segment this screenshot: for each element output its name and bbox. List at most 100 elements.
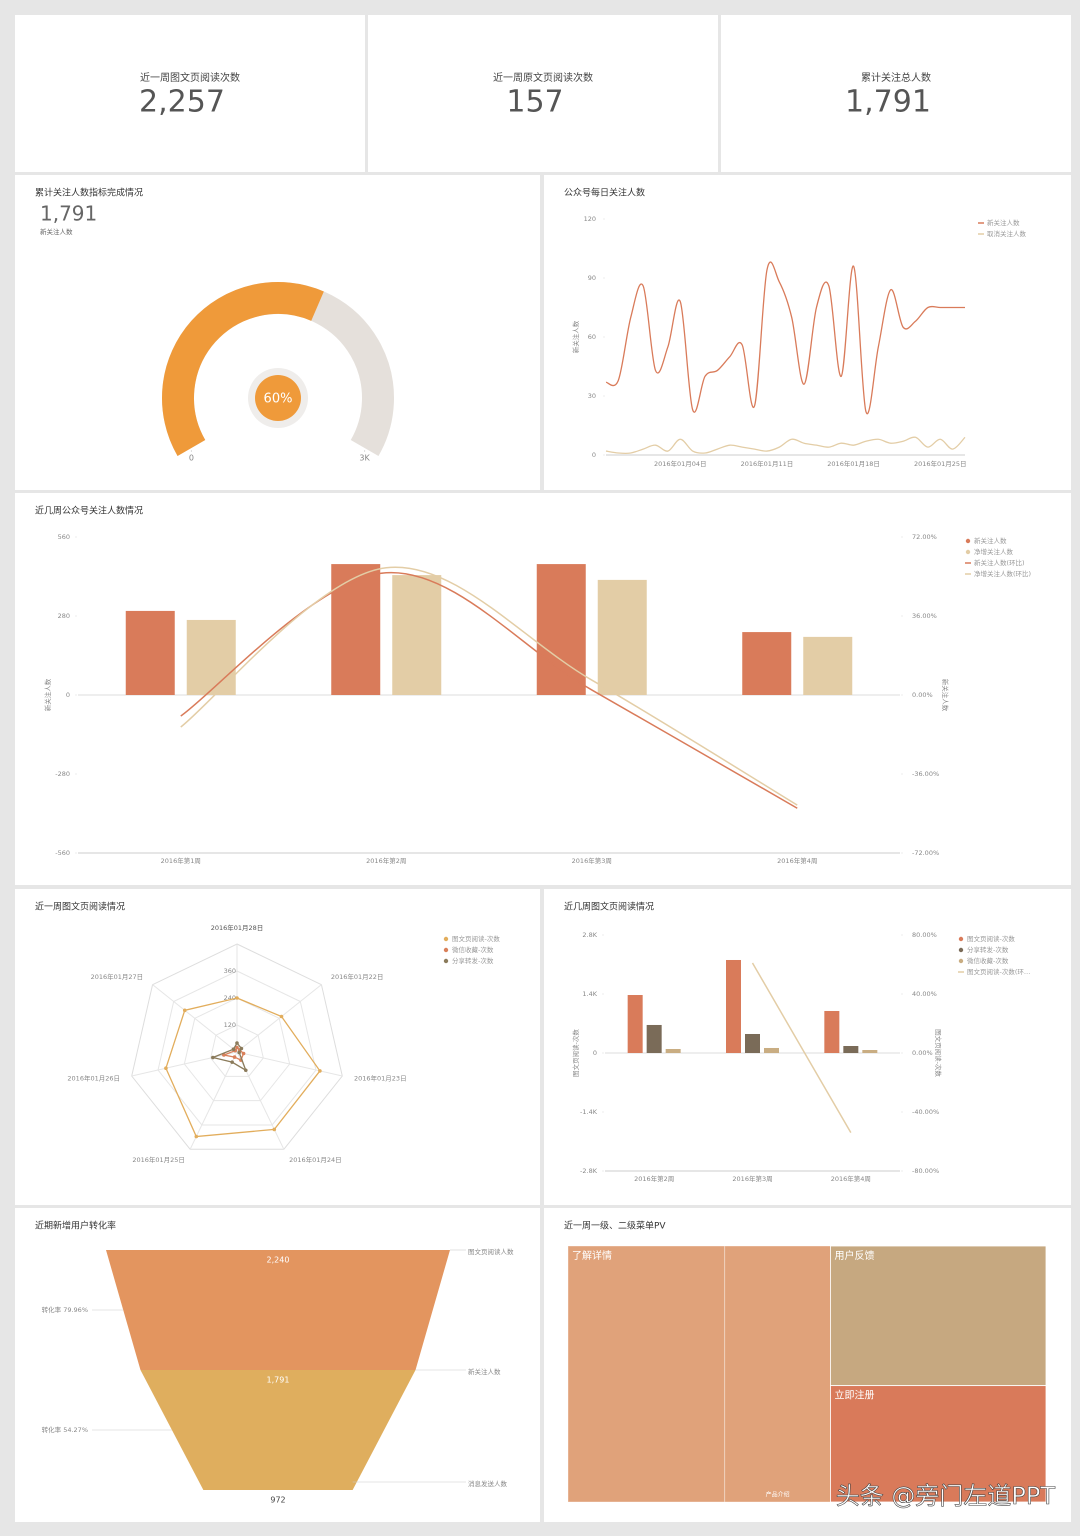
radar-point [235, 1041, 239, 1045]
kpi-label: 近一周图文页阅读次数 [140, 71, 240, 84]
y2-tick-label: 0.00% [912, 691, 933, 699]
legend-swatch [443, 936, 449, 942]
x-tick-label: 2016年01月18日 [827, 459, 880, 468]
radar-point [272, 1127, 277, 1132]
kpi-value: 157 [506, 85, 563, 120]
y-tick-label: 90 [588, 274, 596, 282]
gauge-tick-label: 3K [359, 454, 370, 463]
radar-point [211, 1055, 215, 1060]
chart-title: 近一周图文页阅读情况 [35, 901, 125, 913]
gauge-value-label: 新关注人数 [40, 227, 73, 236]
radar-point [194, 1134, 199, 1139]
treemap-cell [830, 1245, 1047, 1387]
bar [742, 632, 792, 695]
legend-label: 新关注人数 [987, 218, 1020, 227]
chart-title: 公众号每日关注人数 [564, 187, 645, 199]
treemap-cell [724, 1245, 831, 1503]
kpi-label: 近一周原文页阅读次数 [493, 71, 593, 84]
y2-tick-label: -40.00% [912, 1108, 939, 1116]
treemap-child-label: 产品介绍 [766, 1491, 790, 1499]
radar-point [235, 1045, 239, 1050]
bar [745, 1033, 760, 1053]
line [751, 962, 852, 1134]
radar-point [239, 1046, 244, 1051]
kpi-card [15, 15, 365, 172]
stage-label: 图文页阅读人数 [468, 1247, 514, 1256]
radar-point [182, 1008, 187, 1013]
legend-label: 取消关注人数 [987, 229, 1027, 238]
funnel-value-label: 2,240 [267, 1256, 290, 1265]
gauge-bar [162, 282, 324, 456]
x-tick-label: 2016年第3周 [572, 856, 612, 865]
legend-swatch [958, 936, 964, 942]
radar-point [241, 1051, 246, 1056]
gauge-value: 1,791 [40, 202, 97, 226]
radar-axis-label: 2016年01月27日 [91, 972, 144, 981]
radar-axis-label: 2016年01月26日 [67, 1074, 120, 1083]
r-tick-label: 240 [224, 994, 236, 1002]
line [180, 566, 798, 806]
radar-point [243, 1068, 248, 1073]
bar [862, 1050, 878, 1053]
y-tick-label: 1.4K [582, 990, 597, 998]
funnel-value-label: 972 [270, 1496, 285, 1505]
y-tick-label: 0 [592, 451, 596, 459]
kpi-value: 2,257 [139, 85, 225, 120]
radar-area [165, 997, 321, 1138]
kpi-value: 1,791 [845, 85, 931, 120]
treemap-label: 用户反馈 [835, 1249, 875, 1262]
legend-label: 净增关注人数 [974, 547, 1014, 556]
y2-tick-label: 72.00% [912, 533, 937, 541]
y-tick-label: 30 [588, 392, 596, 400]
radar-axis-label: 2016年01月22日 [331, 972, 384, 981]
chart-title: 近几周公众号关注人数情况 [35, 505, 143, 517]
kpi-card [368, 15, 718, 172]
y-tick-label: 280 [58, 612, 70, 620]
radar-outer-ring [131, 943, 343, 1150]
treemap-label: 了解详情 [572, 1249, 612, 1262]
bar [843, 1046, 859, 1053]
bar [331, 564, 381, 695]
y2-tick-label: -80.00% [912, 1167, 939, 1175]
radar-axis-label: 2016年01月24日 [289, 1155, 342, 1164]
y-axis-label: 新关注人数 [43, 678, 52, 711]
legend-label: 分享转发-次数 [967, 945, 1009, 954]
y-axis-label: 新关注人数 [571, 320, 580, 353]
treemap-cell [830, 1385, 1047, 1503]
bar [392, 575, 442, 695]
y-tick-label: 0 [66, 691, 70, 699]
bar [536, 564, 586, 695]
chart-title: 近一周一级、二级菜单PV [564, 1220, 666, 1232]
bar [665, 1048, 681, 1053]
kpi-card [721, 15, 1071, 172]
y2-tick-label: 36.00% [912, 612, 937, 620]
radar-axis-label: 2016年01月28日 [211, 923, 264, 932]
y2-axis-label: 新关注人数 [941, 679, 950, 712]
y-tick-label: 120 [584, 215, 596, 223]
panel [15, 889, 540, 1205]
radar-point [231, 1047, 236, 1051]
legend-swatch [443, 958, 449, 964]
x-tick-label: 2016年第1周 [161, 856, 201, 865]
treemap-cell [567, 1245, 726, 1503]
bar [764, 1047, 779, 1053]
y-tick-label: 2.8K [582, 931, 597, 939]
chart-title: 累计关注人数指标完成情况 [35, 187, 143, 199]
funnel-value-label: 1,791 [267, 1376, 290, 1385]
treemap-label: 立即注册 [835, 1389, 875, 1402]
y2-tick-label: 80.00% [912, 931, 937, 939]
radar-point [279, 1014, 284, 1019]
r-tick-label: 120 [224, 1021, 236, 1029]
legend-swatch [958, 958, 964, 964]
bar [125, 610, 175, 695]
x-tick-label: 2016年01月04日 [654, 459, 707, 468]
y2-axis-label: 图文页阅读-次数 [934, 1029, 943, 1077]
line [605, 436, 966, 455]
bar [824, 1010, 840, 1053]
x-tick-label: 2016年01月11日 [741, 459, 794, 468]
x-tick-label: 2016年01月25日 [914, 459, 967, 468]
y2-tick-label: -36.00% [912, 770, 939, 778]
gauge-center-label: 60% [264, 392, 293, 407]
legend-label: 新关注人数 [974, 536, 1007, 545]
legend-swatch [443, 947, 449, 953]
